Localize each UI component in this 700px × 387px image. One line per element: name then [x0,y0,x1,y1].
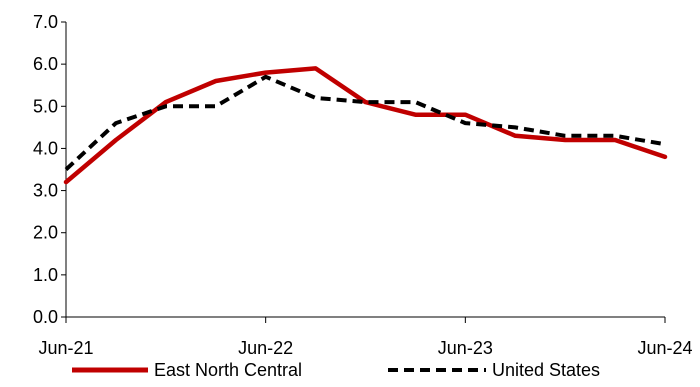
y-tick-label: 5.0 [33,96,58,116]
y-tick-label: 7.0 [33,12,58,32]
x-tick-label: Jun-23 [438,338,493,358]
y-tick-label: 0.0 [33,307,58,327]
legend-item-united-states: United States [388,360,600,380]
y-tick-label: 6.0 [33,54,58,74]
x-axis: Jun-21 Jun-22 Jun-23 Jun-24 [38,316,693,358]
series-lines [63,66,668,185]
x-tick-label: Jun-21 [38,338,93,358]
east-north-central-line [63,66,668,185]
y-tick-label: 2.0 [33,223,58,243]
legend-label: East North Central [154,360,302,380]
x-tick-label: Jun-24 [637,338,692,358]
legend-label: United States [492,360,600,380]
y-axis: 0.0 1.0 2.0 3.0 4.0 5.0 6.0 7.0 [33,12,67,327]
legend-item-east-north-central: East North Central [72,360,302,380]
y-tick-label: 1.0 [33,265,58,285]
legend: East North Central United States [72,360,600,380]
y-tick-label: 4.0 [33,138,58,158]
united-states-line [64,74,666,171]
y-tick-label: 3.0 [33,181,58,201]
x-tick-label: Jun-22 [238,338,293,358]
